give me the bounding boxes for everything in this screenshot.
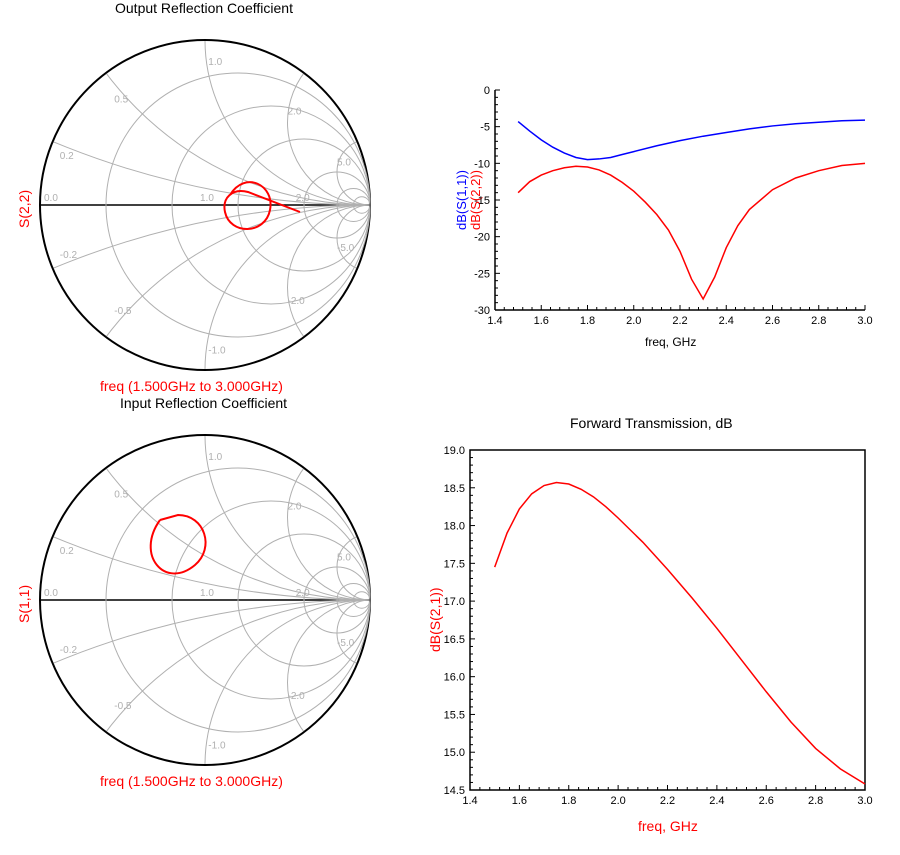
svg-text:2.8: 2.8 <box>811 315 826 327</box>
svg-text:2.4: 2.4 <box>709 795 724 807</box>
svg-text:1.6: 1.6 <box>512 795 527 807</box>
svg-text:0.5: 0.5 <box>114 95 128 106</box>
svg-text:18.0: 18.0 <box>444 521 465 533</box>
svg-text:0.0: 0.0 <box>44 193 58 204</box>
svg-text:-30: -30 <box>474 305 490 317</box>
svg-text:-20: -20 <box>474 232 490 244</box>
svg-text:17.5: 17.5 <box>444 558 465 570</box>
svg-text:16.0: 16.0 <box>444 672 465 684</box>
svg-text:2.0: 2.0 <box>296 588 310 599</box>
svg-text:18.5: 18.5 <box>444 483 465 495</box>
svg-text:2.2: 2.2 <box>660 795 675 807</box>
svg-text:15.0: 15.0 <box>444 747 465 759</box>
svg-text:-0.5: -0.5 <box>114 701 132 712</box>
svg-text:2.2: 2.2 <box>672 315 687 327</box>
svg-text:5.0: 5.0 <box>337 552 351 563</box>
svg-text:14.5: 14.5 <box>444 785 465 797</box>
svg-text:17.0: 17.0 <box>444 596 465 608</box>
svg-text:1.8: 1.8 <box>580 315 595 327</box>
svg-text:-2.0: -2.0 <box>288 691 306 702</box>
svg-text:-1.0: -1.0 <box>208 346 226 357</box>
svg-text:2.0: 2.0 <box>610 795 625 807</box>
svg-text:0: 0 <box>484 85 490 97</box>
svg-text:-5: -5 <box>480 122 490 134</box>
svg-text:-0.2: -0.2 <box>60 250 78 261</box>
svg-text:-1.0: -1.0 <box>208 741 226 752</box>
svg-text:3.0: 3.0 <box>857 795 872 807</box>
svg-text:2.0: 2.0 <box>288 106 302 117</box>
svg-text:-25: -25 <box>474 268 490 280</box>
svg-text:-5.0: -5.0 <box>337 243 355 254</box>
svg-text:-15: -15 <box>474 195 490 207</box>
svg-text:2.0: 2.0 <box>296 193 310 204</box>
svg-text:1.8: 1.8 <box>561 795 576 807</box>
svg-text:5.0: 5.0 <box>337 157 351 168</box>
svg-text:2.4: 2.4 <box>719 315 734 327</box>
svg-text:19.0: 19.0 <box>444 445 465 457</box>
svg-text:15.5: 15.5 <box>444 709 465 721</box>
svg-text:3.0: 3.0 <box>857 315 872 327</box>
svg-text:0.0: 0.0 <box>44 588 58 599</box>
svg-text:-0.5: -0.5 <box>114 306 132 317</box>
svg-text:16.5: 16.5 <box>444 634 465 646</box>
svg-text:0.2: 0.2 <box>60 151 74 162</box>
svg-text:-0.2: -0.2 <box>60 645 78 656</box>
svg-text:0.5: 0.5 <box>114 490 128 501</box>
svg-text:-5.0: -5.0 <box>337 638 355 649</box>
svg-text:-2.0: -2.0 <box>288 296 306 307</box>
svg-text:1.0: 1.0 <box>208 452 222 463</box>
svg-text:2.0: 2.0 <box>288 501 302 512</box>
svg-text:1.6: 1.6 <box>534 315 549 327</box>
svg-text:1.0: 1.0 <box>208 57 222 68</box>
svg-text:0.2: 0.2 <box>60 546 74 557</box>
svg-text:1.0: 1.0 <box>200 588 214 599</box>
svg-text:2.0: 2.0 <box>626 315 641 327</box>
svg-text:-10: -10 <box>474 158 490 170</box>
svg-text:2.8: 2.8 <box>808 795 823 807</box>
svg-text:2.6: 2.6 <box>759 795 774 807</box>
svg-text:1.0: 1.0 <box>200 193 214 204</box>
chart-canvas: 0.0 1.0 2.0 0.5 -0.5 1.0 -1.0 0.2 -0.2 2.0 -2.0 5.0… <box>0 0 900 855</box>
svg-text:2.6: 2.6 <box>765 315 780 327</box>
